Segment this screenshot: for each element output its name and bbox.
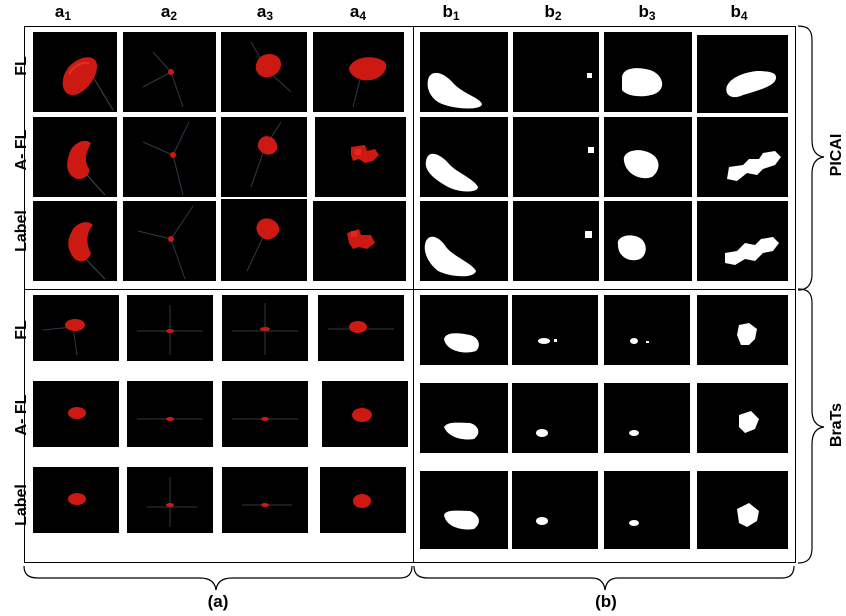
render-picai-fl-a1 (33, 32, 117, 112)
render-brats-afl-a1 (33, 381, 119, 447)
render-brats-fl-a3 (222, 295, 308, 361)
header-a3: a3 (256, 2, 274, 23)
mask-picai-fl-b1 (420, 32, 508, 112)
render-picai-label-a1 (33, 201, 117, 281)
render-brats-afl-a4 (322, 381, 408, 447)
mask-brats-label-b1 (420, 471, 508, 549)
bottom-label-a: (a) (207, 592, 229, 611)
mask-picai-fl-b4 (697, 35, 788, 113)
mask-brats-afl-b4 (697, 383, 788, 453)
mask-brats-fl-b2 (512, 295, 598, 365)
mask-picai-label-b1 (420, 201, 508, 281)
mask-brats-label-b2 (512, 471, 598, 549)
mask-brats-label-b3 (604, 471, 690, 549)
render-picai-afl-a4 (315, 117, 406, 197)
render-brats-label-a3 (222, 467, 308, 533)
header-b3: b3 (638, 2, 656, 23)
mask-brats-fl-b4 (697, 295, 788, 365)
mask-picai-afl-b3 (604, 117, 692, 197)
render-brats-label-a2 (127, 467, 213, 533)
header-b2: b2 (544, 2, 562, 23)
mask-brats-afl-b1 (420, 383, 508, 453)
render-brats-afl-a3 (222, 381, 308, 447)
mask-brats-afl-b3 (604, 383, 690, 453)
mask-picai-fl-b2 (513, 32, 599, 112)
render-brats-fl-a4 (318, 295, 404, 361)
render-brats-label-a4 (320, 467, 406, 533)
brace-right-brats (797, 288, 825, 564)
mask-brats-fl-b3 (604, 295, 690, 365)
mask-picai-afl-b1 (420, 117, 508, 197)
brace-right-picai (797, 25, 825, 291)
mask-brats-fl-b1 (420, 295, 508, 365)
group-label-picai: PICAI (828, 133, 845, 177)
render-picai-label-a2 (123, 201, 216, 281)
render-picai-afl-a1 (33, 117, 117, 197)
mask-picai-label-b3 (604, 201, 692, 281)
header-b4: b4 (730, 2, 748, 23)
render-picai-afl-a2 (123, 117, 216, 197)
group-label-brats: BraTs (828, 402, 845, 448)
brace-bottom-a (23, 565, 413, 591)
mask-picai-afl-b2 (513, 117, 599, 197)
mask-picai-label-b4 (697, 201, 788, 281)
render-picai-fl-a2 (123, 32, 216, 112)
bottom-label-b: (b) (595, 592, 617, 611)
render-picai-label-a3 (221, 199, 307, 281)
header-a1: a1 (54, 2, 72, 23)
header-a4: a4 (349, 2, 367, 23)
render-brats-label-a1 (33, 467, 119, 533)
mask-picai-fl-b3 (604, 32, 692, 112)
brace-bottom-b (413, 565, 795, 591)
mask-picai-afl-b4 (697, 117, 788, 197)
mask-brats-label-b4 (697, 471, 788, 549)
mask-brats-afl-b2 (512, 383, 598, 453)
mask-picai-label-b2 (513, 201, 599, 281)
header-b1: b1 (442, 2, 460, 23)
render-brats-afl-a2 (127, 381, 213, 447)
render-brats-fl-a1 (33, 295, 119, 361)
render-brats-fl-a2 (127, 295, 213, 361)
header-a2: a2 (160, 2, 178, 23)
render-picai-afl-a3 (221, 117, 307, 197)
render-picai-fl-a4 (313, 32, 404, 112)
render-picai-label-a4 (313, 201, 406, 281)
render-picai-fl-a3 (221, 32, 307, 112)
panel-b-brats (413, 289, 796, 563)
